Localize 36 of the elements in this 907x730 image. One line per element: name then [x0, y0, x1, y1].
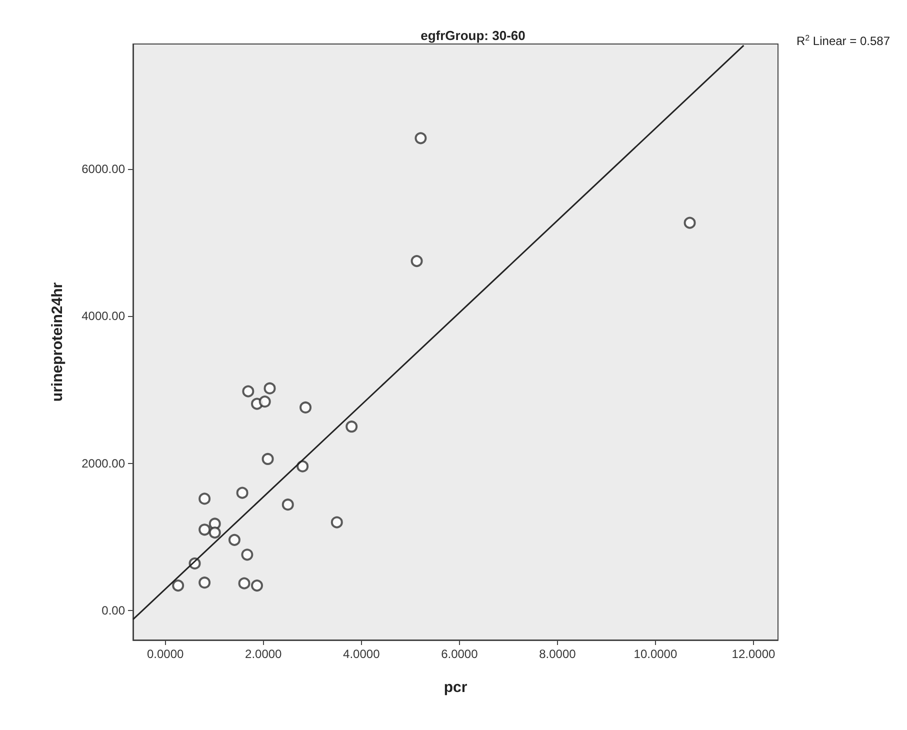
point	[198, 492, 211, 505]
y-tick-label: 2000.00	[82, 456, 126, 470]
y-axis-title: urineprotein24hr	[49, 282, 66, 402]
point	[410, 255, 423, 268]
point	[198, 576, 211, 589]
point	[228, 534, 240, 546]
x-axis-title: pcr	[444, 679, 468, 696]
point	[242, 385, 254, 398]
point	[264, 382, 276, 394]
point	[198, 524, 211, 536]
chart-title: egfrGroup: 30-60	[420, 28, 526, 43]
point	[238, 577, 250, 590]
point	[300, 401, 312, 414]
x-tick-label: 10.0000	[634, 647, 678, 661]
x-tick-label: 4.0000	[343, 647, 380, 661]
point	[208, 526, 221, 539]
point	[296, 460, 309, 472]
point	[684, 216, 696, 229]
point	[251, 580, 263, 592]
point	[414, 132, 427, 144]
point	[346, 420, 358, 433]
point	[172, 580, 184, 592]
x-tick-label: 8.0000	[539, 647, 576, 661]
x-tick-label: 12.0000	[732, 647, 776, 661]
x-tick-label: 2.0000	[245, 647, 282, 661]
x-tick-label: 6.0000	[441, 647, 478, 661]
point	[236, 486, 248, 499]
point	[262, 452, 274, 465]
point	[330, 516, 343, 528]
y-tick-label: 0.00	[102, 604, 126, 618]
x-tick-label: 0.0000	[146, 647, 184, 661]
y-tick-label: 4000.00	[82, 309, 126, 324]
point	[258, 396, 271, 408]
point	[241, 548, 254, 561]
y-tick-label: 6000.00	[82, 162, 126, 176]
point	[282, 498, 294, 511]
